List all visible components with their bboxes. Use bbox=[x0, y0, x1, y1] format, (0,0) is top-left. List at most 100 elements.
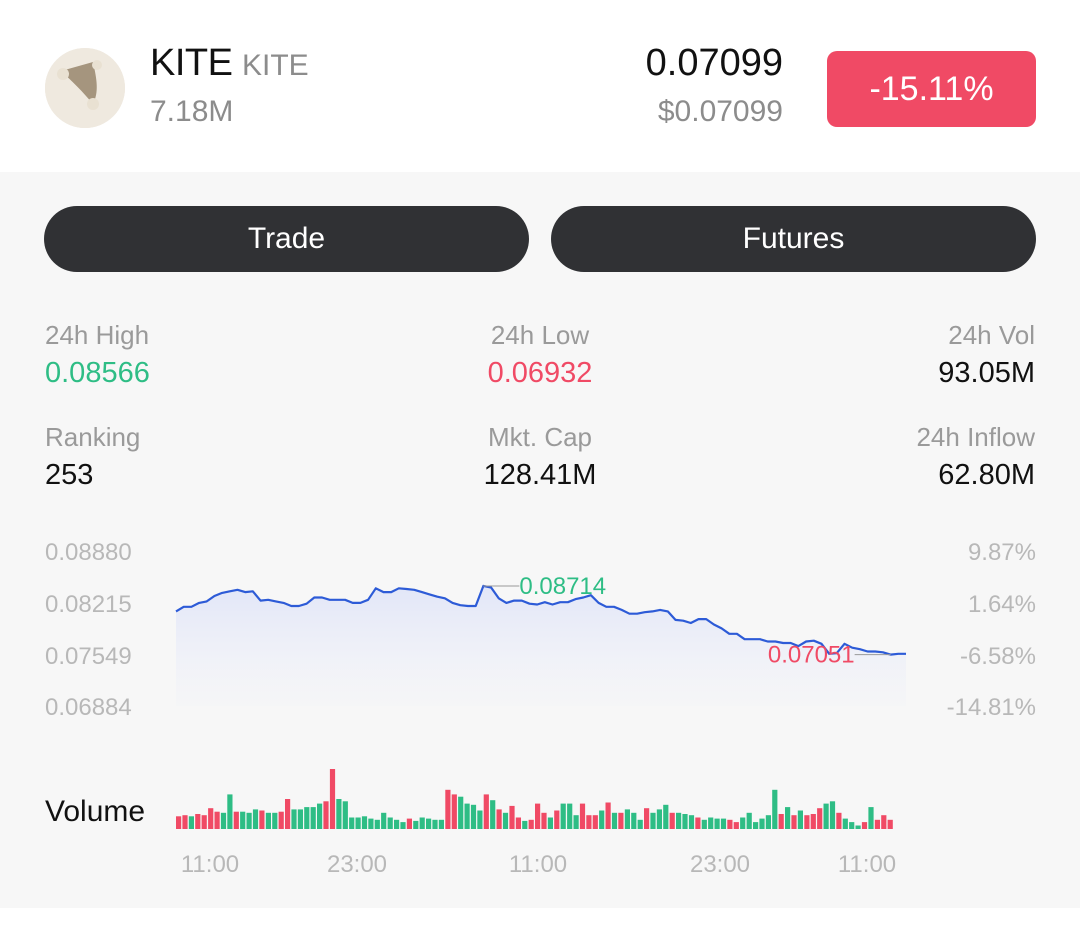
volume-bar bbox=[496, 809, 502, 829]
volume-bar bbox=[753, 822, 759, 829]
volume-bar bbox=[304, 807, 310, 829]
volume-bar bbox=[631, 812, 637, 829]
stat-value: 253 bbox=[45, 459, 94, 491]
volume-bar bbox=[874, 819, 880, 829]
volume-bar bbox=[791, 815, 797, 829]
volume-bar bbox=[701, 819, 707, 829]
volume-bar bbox=[656, 809, 662, 829]
volume-bar bbox=[599, 810, 605, 829]
volume-bar bbox=[323, 801, 329, 829]
stat-label: 24h Low bbox=[490, 320, 590, 350]
volume-bar bbox=[823, 803, 829, 829]
volume-bar bbox=[887, 819, 893, 829]
volume-bar bbox=[637, 819, 643, 829]
stat-24h-low: 24h Low 0.06932 bbox=[390, 320, 690, 390]
stat-24h-inflow: 24h Inflow 62.80M bbox=[916, 422, 1035, 492]
volume-bar bbox=[772, 789, 778, 829]
volume-bar bbox=[233, 811, 239, 829]
volume-bar bbox=[413, 820, 419, 829]
volume-bar bbox=[669, 812, 675, 829]
volume-bar bbox=[573, 815, 579, 829]
x-axis-tick-label: 23:00 bbox=[690, 851, 750, 878]
volume-bar bbox=[861, 822, 868, 829]
stat-24h-vol: 24h Vol 93.05M bbox=[938, 320, 1035, 390]
volume-bar bbox=[438, 819, 444, 829]
coin-detail-panel: Trade Futures 24h High 0.08566 24h Low 0… bbox=[0, 172, 1080, 908]
volume-bar bbox=[836, 812, 842, 829]
volume-bar bbox=[618, 812, 624, 829]
high-marker-label: 0.08714 bbox=[519, 573, 606, 600]
volume-bar bbox=[361, 816, 368, 829]
volume-bar bbox=[502, 812, 509, 829]
price-chart[interactable]: 0.08880 0.08215 0.07549 0.06884 9.87% 1.64% -… bbox=[0, 172, 1080, 908]
volume-bar bbox=[785, 807, 791, 829]
volume-bar bbox=[240, 811, 246, 829]
volume-bar bbox=[804, 815, 810, 829]
trade-button[interactable]: Trade bbox=[44, 206, 529, 272]
price-usd: $0.07099 bbox=[657, 95, 783, 128]
volume-bar bbox=[592, 815, 598, 829]
volume-bar bbox=[663, 804, 669, 829]
futures-button[interactable]: Futures bbox=[551, 206, 1036, 272]
volume-bar bbox=[368, 818, 374, 829]
coin-ticker: KITE bbox=[242, 49, 309, 82]
volume-bar bbox=[708, 817, 714, 829]
stat-label: 24h High bbox=[45, 320, 150, 350]
volume-bar bbox=[310, 807, 316, 829]
stat-value: 128.41M bbox=[483, 459, 597, 491]
y-axis-tick-label: 0.06884 bbox=[45, 694, 132, 721]
volume-bar bbox=[579, 803, 586, 829]
stat-label: Ranking bbox=[45, 422, 141, 452]
volume-bar bbox=[445, 789, 451, 829]
volume-bar bbox=[201, 815, 207, 829]
volume-bar bbox=[727, 819, 733, 829]
stat-ranking: Ranking 253 bbox=[45, 422, 140, 492]
volume-bar bbox=[522, 820, 528, 829]
volume-bar bbox=[797, 810, 803, 829]
stat-market-cap: Mkt. Cap 128.41M bbox=[390, 422, 690, 492]
coin-name: KITE bbox=[150, 42, 233, 84]
volume-bar bbox=[611, 812, 618, 829]
volume-bar bbox=[605, 802, 611, 829]
volume-bar bbox=[182, 815, 188, 829]
volume-bar bbox=[567, 803, 573, 829]
y-axis-tick-label: 0.08880 bbox=[45, 539, 132, 566]
volume-bar bbox=[278, 811, 284, 829]
price-line bbox=[175, 584, 906, 656]
price-area bbox=[176, 585, 906, 706]
current-price: 0.07099 bbox=[645, 42, 783, 84]
volume-bar bbox=[483, 794, 489, 829]
volume-bar bbox=[285, 799, 291, 829]
volume-bar bbox=[746, 812, 752, 829]
volume-bar bbox=[842, 818, 848, 829]
volume-bar bbox=[470, 804, 477, 829]
volume-bar bbox=[868, 807, 874, 829]
volume-bar bbox=[400, 822, 406, 829]
volume-bar bbox=[541, 812, 547, 829]
volume-bar bbox=[817, 808, 823, 829]
volume-bar bbox=[881, 815, 887, 829]
volume-bar bbox=[195, 814, 201, 829]
volume-bar bbox=[695, 817, 701, 829]
y-axis-percent-label: 9.87% bbox=[968, 539, 1036, 566]
volume-bar bbox=[265, 812, 271, 829]
volume-bar bbox=[477, 810, 483, 829]
volume-bar bbox=[220, 812, 227, 829]
stat-label: Mkt. Cap bbox=[487, 422, 593, 452]
volume-bar bbox=[714, 818, 720, 829]
volume-bar bbox=[490, 800, 496, 829]
price-change-badge[interactable]: -15.11% bbox=[827, 51, 1036, 127]
volume-bar bbox=[252, 809, 259, 829]
volume-bar bbox=[515, 817, 521, 829]
volume-bar bbox=[432, 819, 438, 829]
stat-24h-high: 24h High 0.08566 bbox=[45, 320, 150, 390]
volume-bar bbox=[458, 796, 464, 829]
volume-bar bbox=[547, 817, 553, 829]
volume-bar bbox=[272, 812, 278, 829]
volume-bar bbox=[560, 803, 566, 829]
volume-bar bbox=[535, 803, 541, 829]
volume-bar bbox=[464, 803, 470, 829]
volume-bar bbox=[208, 808, 214, 829]
volume-bar bbox=[554, 810, 560, 829]
volume-bar bbox=[810, 814, 816, 829]
